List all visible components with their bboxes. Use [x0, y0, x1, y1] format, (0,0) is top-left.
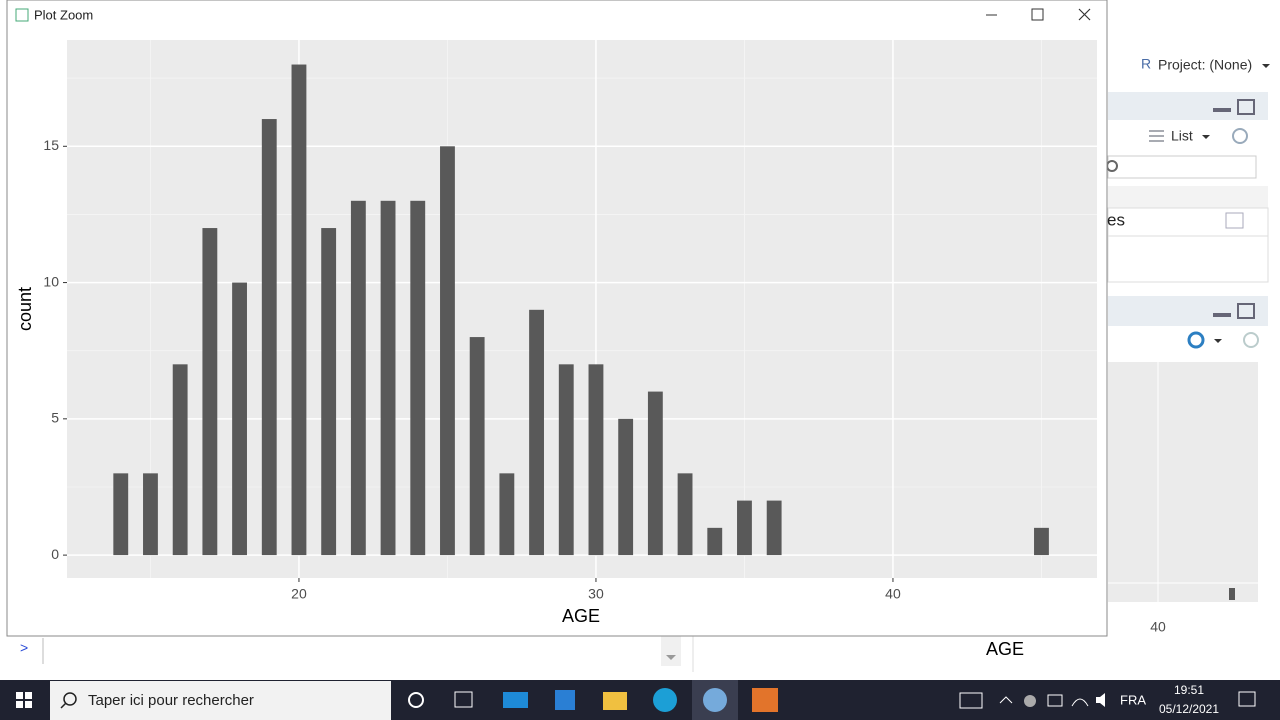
- bar: [618, 418, 634, 556]
- minimize-pane[interactable]: [1213, 313, 1231, 317]
- clock-time[interactable]: 19:51: [1174, 683, 1204, 697]
- bar: [380, 200, 396, 556]
- refresh-icon[interactable]: [1243, 332, 1259, 348]
- scroll-arrow: [666, 655, 676, 660]
- bar: [677, 473, 693, 556]
- list-icon: [1149, 130, 1164, 142]
- task-view-icon[interactable]: [454, 691, 473, 708]
- close-button[interactable]: [1078, 8, 1091, 21]
- clock-date[interactable]: 05/12/2021: [1159, 702, 1219, 716]
- maximize-pane[interactable]: [1237, 303, 1255, 319]
- maximize-pane[interactable]: [1237, 99, 1255, 115]
- rstudio-icon: [703, 688, 727, 712]
- pane-header: [1108, 92, 1268, 120]
- start-button[interactable]: [16, 692, 32, 708]
- bar: [1034, 527, 1049, 556]
- edge-icon[interactable]: [653, 688, 677, 712]
- chart: AGE count 0 5 10 15 20 30 40: [15, 40, 1097, 626]
- y-tick-label: 5: [51, 410, 59, 426]
- news-icon[interactable]: [959, 692, 983, 709]
- bar: [350, 200, 366, 556]
- console-prompt: >: [20, 640, 28, 656]
- x-axis-title: AGE: [562, 606, 600, 626]
- dropdown-arrow: [1262, 64, 1270, 68]
- search-box[interactable]: [50, 681, 391, 720]
- bar: [766, 500, 782, 556]
- view-mode[interactable]: List: [1171, 128, 1193, 144]
- pane-header: [1108, 296, 1268, 326]
- search-icon-handle: [60, 702, 67, 709]
- tray-arrow[interactable]: [999, 696, 1013, 704]
- bar: [321, 228, 337, 556]
- bar: [143, 473, 158, 556]
- x-tick-label: 40: [885, 586, 901, 602]
- bar: [291, 64, 307, 556]
- pane-tabs: [1108, 186, 1268, 208]
- volume-icon[interactable]: [1096, 693, 1105, 707]
- mini-tick-label: 40: [1150, 619, 1166, 635]
- grid-icon[interactable]: [1225, 212, 1244, 229]
- y-tick-label: 15: [43, 137, 59, 153]
- y-tick-label: 10: [43, 273, 59, 289]
- x-tick-label: 20: [291, 586, 307, 602]
- y-axis-title: count: [15, 287, 35, 331]
- mini-plot-panel: [1108, 362, 1258, 602]
- tray-icon[interactable]: [1024, 695, 1036, 707]
- bar: [410, 200, 426, 556]
- bar: [737, 500, 752, 556]
- bar: [588, 364, 604, 556]
- refresh-icon[interactable]: [1232, 128, 1248, 144]
- bar: [232, 282, 247, 556]
- app-icon[interactable]: [752, 688, 778, 712]
- dropdown-arrow: [1214, 339, 1222, 343]
- cortana-icon[interactable]: [408, 692, 424, 708]
- bar: [558, 364, 574, 556]
- bar: [647, 391, 663, 556]
- env-body: [1107, 235, 1269, 283]
- mail-icon[interactable]: [503, 692, 528, 708]
- y-tick-label: 0: [51, 546, 59, 562]
- bar: [440, 146, 455, 556]
- window-icon: [15, 8, 29, 22]
- bar: [172, 364, 188, 556]
- maximize-button[interactable]: [1031, 8, 1044, 21]
- scrollbar[interactable]: [661, 636, 681, 666]
- dropdown-arrow: [1202, 135, 1210, 139]
- bar: [261, 119, 277, 556]
- explorer-icon[interactable]: [603, 692, 627, 710]
- bar: [707, 527, 723, 556]
- plot-panel: [67, 40, 1097, 578]
- window-title: Plot Zoom: [34, 7, 93, 22]
- bar: [499, 473, 515, 556]
- bar: [529, 309, 544, 556]
- search-placeholder: Taper ici pour rechercher: [88, 692, 254, 709]
- tray-icon[interactable]: [1047, 694, 1063, 707]
- env-row: [1107, 207, 1269, 237]
- mini-x-label: AGE: [986, 639, 1024, 659]
- toolbar: [1108, 48, 1280, 78]
- project-menu[interactable]: Project: (None): [1158, 57, 1252, 73]
- language[interactable]: FRA: [1120, 692, 1146, 707]
- store-icon[interactable]: [555, 690, 575, 710]
- bar: [469, 337, 485, 556]
- publish-icon[interactable]: [1187, 331, 1205, 349]
- panel-background: [67, 40, 1097, 578]
- r-logo: R: [1141, 56, 1151, 72]
- wifi-icon[interactable]: [1071, 698, 1089, 707]
- notifications-icon[interactable]: [1238, 691, 1256, 707]
- console[interactable]: [8, 636, 686, 672]
- pane-text: es: [1107, 210, 1125, 229]
- bar: [113, 473, 129, 556]
- x-tick-label: 30: [588, 586, 604, 602]
- search-field[interactable]: [1107, 155, 1257, 179]
- bar: [202, 228, 218, 556]
- mini-bar: [1229, 588, 1235, 600]
- search-icon: [63, 692, 77, 706]
- minimize-pane[interactable]: [1213, 108, 1231, 112]
